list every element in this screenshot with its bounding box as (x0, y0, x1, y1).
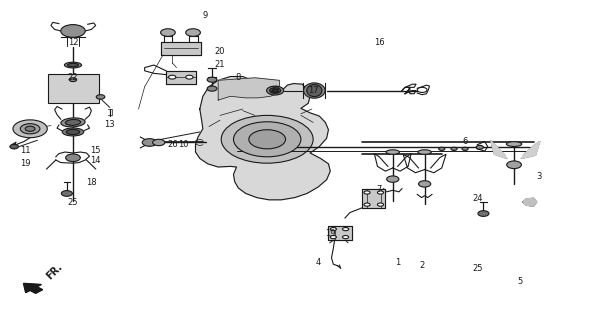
Circle shape (233, 122, 301, 157)
Polygon shape (521, 141, 540, 158)
Text: 19: 19 (20, 159, 31, 168)
Text: 24: 24 (472, 194, 483, 204)
Text: 25: 25 (68, 197, 78, 206)
Ellipse shape (68, 63, 79, 67)
Polygon shape (161, 42, 201, 55)
Ellipse shape (270, 88, 281, 93)
Polygon shape (23, 284, 42, 293)
Circle shape (364, 191, 370, 194)
Circle shape (69, 78, 77, 82)
Text: 26: 26 (167, 140, 177, 149)
Circle shape (419, 181, 431, 187)
Ellipse shape (65, 119, 80, 125)
Circle shape (207, 77, 217, 82)
Circle shape (343, 228, 349, 231)
Ellipse shape (307, 84, 322, 97)
Circle shape (20, 124, 40, 134)
Text: 3: 3 (536, 172, 542, 181)
Text: 6: 6 (462, 137, 468, 146)
Circle shape (249, 130, 286, 149)
Circle shape (476, 145, 483, 149)
Text: 7: 7 (376, 185, 382, 194)
Text: 25: 25 (472, 264, 483, 274)
Text: 13: 13 (104, 120, 115, 130)
Circle shape (439, 147, 445, 150)
Circle shape (507, 161, 521, 169)
Text: 16: 16 (374, 38, 384, 47)
Text: 20: 20 (215, 47, 225, 56)
Ellipse shape (61, 118, 85, 127)
Circle shape (207, 86, 217, 91)
Ellipse shape (418, 150, 432, 154)
Text: 21: 21 (215, 60, 225, 69)
Circle shape (378, 203, 384, 206)
Text: 14: 14 (90, 156, 101, 164)
Circle shape (10, 144, 18, 149)
Circle shape (61, 25, 85, 37)
Text: 15: 15 (90, 146, 101, 155)
Text: 19: 19 (325, 229, 335, 238)
Polygon shape (362, 189, 386, 208)
Text: 5: 5 (518, 277, 523, 286)
Text: 8: 8 (236, 73, 241, 82)
Circle shape (330, 228, 336, 231)
Text: FR.: FR. (45, 262, 64, 282)
Ellipse shape (62, 128, 84, 136)
Circle shape (13, 120, 47, 138)
Circle shape (330, 236, 336, 239)
Circle shape (478, 211, 489, 216)
Circle shape (161, 29, 175, 36)
Circle shape (462, 147, 468, 150)
Circle shape (185, 29, 200, 36)
Circle shape (387, 176, 399, 182)
Ellipse shape (386, 150, 400, 154)
Polygon shape (523, 198, 537, 206)
Circle shape (25, 126, 35, 131)
Circle shape (364, 203, 370, 206)
Circle shape (451, 147, 457, 150)
Circle shape (378, 191, 384, 194)
Text: 12: 12 (68, 38, 78, 47)
Text: 22: 22 (68, 73, 78, 82)
Circle shape (153, 139, 165, 146)
Text: 10: 10 (178, 140, 188, 149)
Circle shape (343, 236, 349, 239)
Circle shape (169, 75, 176, 79)
Text: 9: 9 (202, 11, 208, 20)
Text: 17: 17 (308, 86, 319, 95)
Circle shape (418, 87, 427, 92)
Ellipse shape (66, 129, 80, 134)
Ellipse shape (266, 86, 284, 95)
Polygon shape (491, 141, 507, 158)
Circle shape (96, 95, 105, 99)
Circle shape (272, 89, 278, 92)
Polygon shape (166, 71, 195, 84)
Text: 18: 18 (86, 179, 96, 188)
Polygon shape (328, 226, 352, 240)
Circle shape (66, 154, 80, 162)
Polygon shape (218, 78, 279, 100)
Ellipse shape (64, 62, 82, 68)
Ellipse shape (304, 83, 325, 98)
Circle shape (221, 116, 313, 163)
Text: 23: 23 (270, 86, 281, 95)
Text: 1: 1 (395, 258, 400, 267)
Text: 4: 4 (316, 258, 321, 267)
Polygon shape (195, 76, 330, 200)
Ellipse shape (507, 142, 522, 147)
Text: 2: 2 (419, 261, 425, 270)
Bar (49, 74, 99, 103)
Circle shape (142, 139, 157, 146)
Circle shape (61, 191, 72, 196)
Text: 11: 11 (20, 146, 31, 155)
Circle shape (185, 75, 193, 79)
